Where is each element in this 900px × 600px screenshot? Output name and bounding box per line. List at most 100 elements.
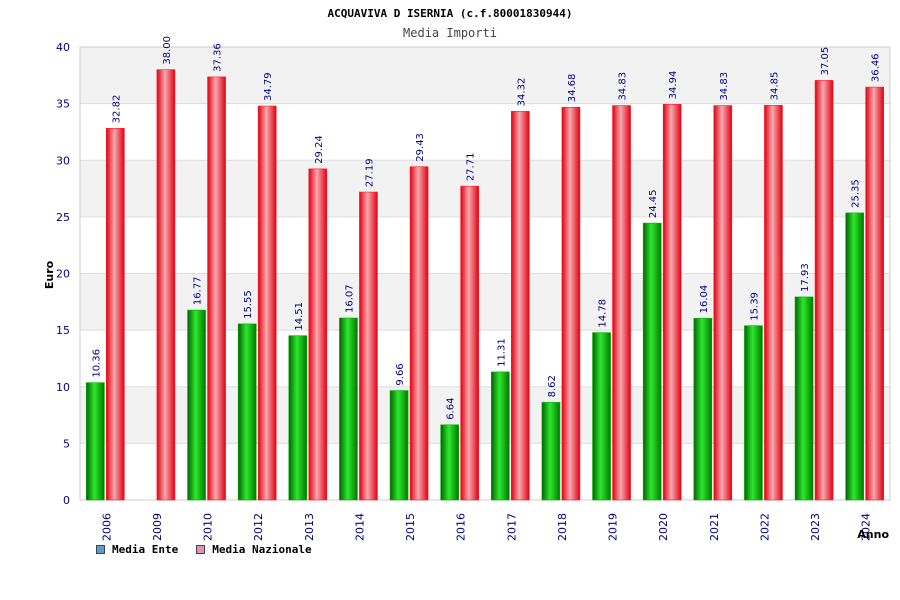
bar-media-ente xyxy=(440,424,459,501)
x-tick-label: 2021 xyxy=(708,513,721,541)
bar-value-label: 25.35 xyxy=(851,179,862,208)
bar-value-label: 27.19 xyxy=(364,158,375,187)
legend-label-nazionale: Media Nazionale xyxy=(212,543,312,556)
y-tick-label: 20 xyxy=(56,268,70,281)
bar-value-label: 36.46 xyxy=(871,53,882,82)
x-tick-label: 2019 xyxy=(607,513,620,541)
bar-value-label: 34.83 xyxy=(719,72,730,101)
bar-media-ente xyxy=(491,371,510,501)
legend-swatch-nazionale xyxy=(196,545,206,554)
bar-value-label: 16.77 xyxy=(193,276,204,305)
bar-media-nazionale xyxy=(308,168,328,501)
bar-media-ente xyxy=(389,390,409,501)
bar-media-nazionale xyxy=(156,69,176,501)
bar-media-nazionale xyxy=(511,111,530,501)
x-tick-label: 2017 xyxy=(505,513,518,541)
bar-value-label: 34.79 xyxy=(263,72,274,101)
bar-media-ente xyxy=(541,402,561,501)
bar-media-nazionale xyxy=(612,105,631,501)
x-tick-label: 2024 xyxy=(860,513,873,541)
chart-subtitle: Media Importi xyxy=(403,26,497,40)
bar-value-label: 16.04 xyxy=(699,285,710,314)
x-tick-label: 2022 xyxy=(758,513,771,541)
bar-value-label: 34.83 xyxy=(618,72,629,101)
bar-media-ente xyxy=(592,332,611,501)
bar-media-ente xyxy=(642,222,662,501)
x-tick-label: 2010 xyxy=(202,513,215,541)
bar-media-ente xyxy=(288,335,308,501)
legend-item-ente: Media Ente xyxy=(96,543,178,556)
bar-value-label: 34.68 xyxy=(567,74,578,103)
legend-swatch-ente xyxy=(96,545,105,554)
bar-value-label: 11.31 xyxy=(496,338,507,367)
bar-value-label: 29.24 xyxy=(314,135,325,164)
x-tick-label: 2023 xyxy=(809,513,822,541)
y-tick-label: 30 xyxy=(56,154,70,167)
y-axis-label: Euro xyxy=(43,260,56,289)
bar-value-label: 15.39 xyxy=(749,292,760,321)
bar-value-label: 17.93 xyxy=(800,263,811,292)
bar-media-nazionale xyxy=(865,86,884,501)
bar-media-ente xyxy=(693,318,713,501)
x-tick-label: 2014 xyxy=(353,513,366,541)
y-tick-label: 40 xyxy=(56,41,70,54)
bar-value-label: 34.85 xyxy=(769,72,780,101)
bar-value-label: 9.66 xyxy=(395,363,406,385)
bar-media-nazionale xyxy=(713,105,733,501)
x-tick-label: 2013 xyxy=(303,513,316,541)
bar-value-label: 16.07 xyxy=(344,284,355,313)
x-tick-label: 2012 xyxy=(252,513,265,541)
bar-media-nazionale xyxy=(409,166,429,501)
y-tick-label: 25 xyxy=(56,211,70,224)
bar-value-label: 34.32 xyxy=(516,78,527,107)
legend-label-ente: Media Ente xyxy=(112,543,179,556)
bar-media-nazionale xyxy=(106,128,125,501)
bar-value-label: 37.36 xyxy=(213,43,224,72)
y-tick-label: 35 xyxy=(56,98,70,111)
y-tick-label: 0 xyxy=(63,494,70,507)
x-tick-label: 2016 xyxy=(455,513,468,541)
x-tick-label: 2018 xyxy=(556,513,569,541)
bar-media-ente xyxy=(845,212,864,501)
bar-media-nazionale xyxy=(257,105,277,501)
chart-title: ACQUAVIVA D ISERNIA (c.f.80001830944) xyxy=(327,7,573,20)
bar-media-ente xyxy=(86,382,105,501)
x-tick-label: 2006 xyxy=(100,513,113,541)
x-tick-label: 2009 xyxy=(151,513,164,541)
bar-media-ente xyxy=(187,309,206,501)
bar-media-nazionale xyxy=(662,104,682,501)
bar-value-label: 10.36 xyxy=(91,349,102,378)
bar-media-nazionale xyxy=(207,76,226,501)
y-tick-label: 10 xyxy=(56,381,70,394)
legend: Media Ente Media Nazionale xyxy=(96,543,312,556)
y-tick-label: 5 xyxy=(63,437,70,450)
bar-value-label: 15.55 xyxy=(243,290,254,319)
bar-media-nazionale xyxy=(764,105,783,501)
bar-value-label: 32.82 xyxy=(111,95,122,124)
x-tick-label: 2020 xyxy=(657,513,670,541)
bar-media-ente xyxy=(794,296,814,501)
x-axis-label: Anno xyxy=(857,528,889,541)
bar-value-label: 27.71 xyxy=(466,153,477,182)
y-tick-label: 15 xyxy=(56,324,70,337)
bar-value-label: 29.43 xyxy=(415,133,426,162)
bar-media-ente xyxy=(744,325,763,501)
bar-media-nazionale xyxy=(561,106,581,501)
bar-media-ente xyxy=(237,323,257,501)
bar-value-label: 14.78 xyxy=(598,299,609,328)
bar-value-label: 8.62 xyxy=(547,375,558,397)
bar-media-ente xyxy=(339,317,358,501)
bar-media-nazionale xyxy=(814,80,834,501)
bar-media-nazionale xyxy=(460,185,479,501)
bar-value-label: 14.51 xyxy=(294,302,305,331)
x-tick-label: 2015 xyxy=(404,513,417,541)
legend-item-nazionale: Media Nazionale xyxy=(196,543,312,556)
bar-value-label: 34.94 xyxy=(668,71,679,100)
bar-value-label: 24.45 xyxy=(648,189,659,218)
bar-value-label: 6.64 xyxy=(446,398,457,420)
bar-value-label: 37.05 xyxy=(820,47,831,76)
bar-value-label: 38.00 xyxy=(162,36,173,65)
plot-border xyxy=(79,46,891,501)
